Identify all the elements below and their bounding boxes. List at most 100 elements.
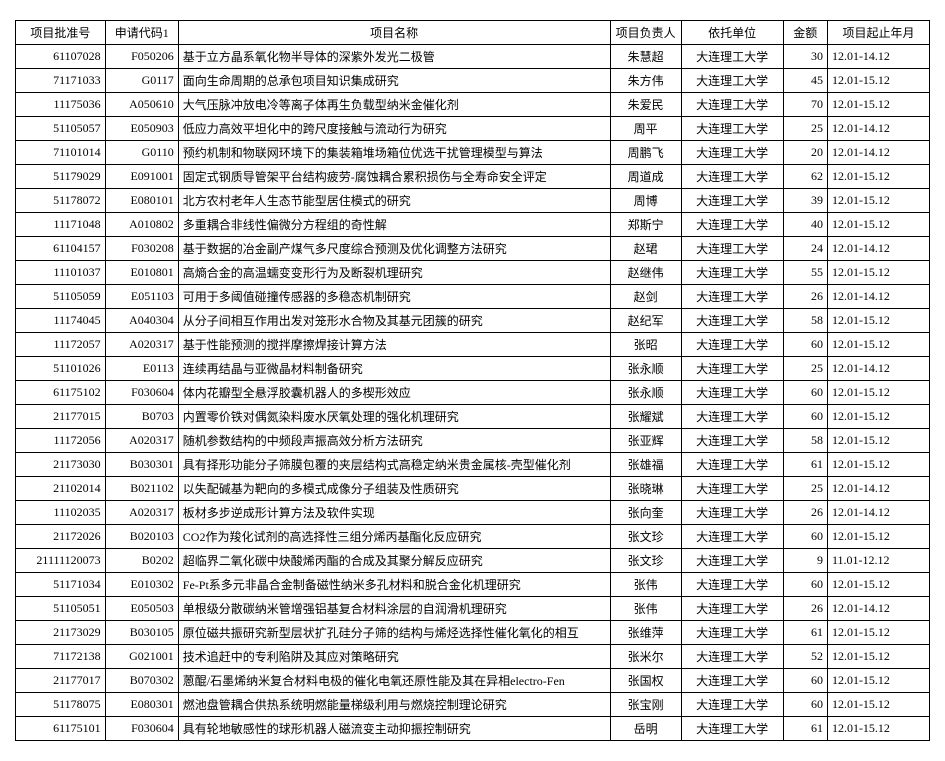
- table-cell: 12.01-14.12: [827, 45, 929, 69]
- table-cell: 大连理工大学: [681, 525, 783, 549]
- col-header-name: 项目名称: [178, 21, 610, 45]
- table-cell: A050610: [105, 93, 178, 117]
- col-header-code: 申请代码1: [105, 21, 178, 45]
- table-cell: 大连理工大学: [681, 405, 783, 429]
- table-cell: 张国权: [610, 669, 681, 693]
- table-cell: 51179029: [16, 165, 106, 189]
- table-cell: 12.01-15.12: [827, 69, 929, 93]
- table-cell: 张永顺: [610, 381, 681, 405]
- table-cell: 大连理工大学: [681, 621, 783, 645]
- table-cell: 70: [783, 93, 827, 117]
- table-cell: Fe-Pt系多元非晶合金制备磁性纳米多孔材料和脱合金化机理研究: [178, 573, 610, 597]
- table-cell: 12.01-15.12: [827, 189, 929, 213]
- table-cell: 25: [783, 117, 827, 141]
- table-cell: F030208: [105, 237, 178, 261]
- table-cell: 从分子间相互作用出发对笼形水合物及其基元团簇的研究: [178, 309, 610, 333]
- table-cell: E0113: [105, 357, 178, 381]
- table-cell: 固定式钢质导管架平台结构疲劳-腐蚀耦合累积损伤与全寿命安全评定: [178, 165, 610, 189]
- table-cell: G0117: [105, 69, 178, 93]
- table-cell: E010302: [105, 573, 178, 597]
- table-cell: 12.01-15.12: [827, 621, 929, 645]
- table-cell: A020317: [105, 429, 178, 453]
- table-cell: 11101037: [16, 261, 106, 285]
- table-cell: 55: [783, 261, 827, 285]
- table-cell: 60: [783, 525, 827, 549]
- table-cell: 郑斯宁: [610, 213, 681, 237]
- table-cell: 21102014: [16, 477, 106, 501]
- table-cell: 71101014: [16, 141, 106, 165]
- table-cell: 12.01-14.12: [827, 141, 929, 165]
- table-cell: 12.01-15.12: [827, 525, 929, 549]
- table-cell: 12.01-14.12: [827, 285, 929, 309]
- table-cell: 单根级分散碳纳米管增强铝基复合材料涂层的自润滑机理研究: [178, 597, 610, 621]
- table-row: 21111120073B0202超临界二氧化碳中炔酸烯丙酯的合成及其聚分解反应研…: [16, 549, 930, 573]
- table-cell: 52: [783, 645, 827, 669]
- table-row: 51171034E010302Fe-Pt系多元非晶合金制备磁性纳米多孔材料和脱合…: [16, 573, 930, 597]
- table-cell: 赵剑: [610, 285, 681, 309]
- table-cell: 61104157: [16, 237, 106, 261]
- table-cell: 60: [783, 405, 827, 429]
- table-cell: 张昭: [610, 333, 681, 357]
- table-cell: 21177015: [16, 405, 106, 429]
- table-cell: 大连理工大学: [681, 477, 783, 501]
- table-cell: 25: [783, 477, 827, 501]
- table-cell: E050503: [105, 597, 178, 621]
- table-cell: 板材多步逆成形计算方法及软件实现: [178, 501, 610, 525]
- table-cell: 60: [783, 693, 827, 717]
- table-cell: 张雄福: [610, 453, 681, 477]
- table-cell: 赵珺: [610, 237, 681, 261]
- table-cell: 12.01-15.12: [827, 165, 929, 189]
- table-cell: E091001: [105, 165, 178, 189]
- table-cell: 12.01-14.12: [827, 477, 929, 501]
- table-cell: 大气压脉冲放电冷等离子体再生负载型纳米金催化剂: [178, 93, 610, 117]
- table-cell: 12.01-14.12: [827, 237, 929, 261]
- table-cell: 大连理工大学: [681, 381, 783, 405]
- table-row: 21173029B030105原位磁共振研究新型层状扩孔硅分子筛的结构与烯烃选择…: [16, 621, 930, 645]
- table-cell: 45: [783, 69, 827, 93]
- table-cell: 大连理工大学: [681, 141, 783, 165]
- table-cell: F050206: [105, 45, 178, 69]
- table-cell: 张永顺: [610, 357, 681, 381]
- table-cell: 12.01-14.12: [827, 597, 929, 621]
- table-cell: 岳明: [610, 717, 681, 741]
- col-header-unit: 依托单位: [681, 21, 783, 45]
- table-cell: 25: [783, 357, 827, 381]
- table-row: 11175036A050610大气压脉冲放电冷等离子体再生负载型纳米金催化剂朱爱…: [16, 93, 930, 117]
- table-row: 61104157F030208基于数据的冶金副产煤气多尺度综合预测及优化调整方法…: [16, 237, 930, 261]
- table-row: 21172026B020103CO2作为羧化试剂的高选择性三组分烯丙基酯化反应研…: [16, 525, 930, 549]
- table-cell: 可用于多阈值碰撞传感器的多稳态机制研究: [178, 285, 610, 309]
- table-cell: 12.01-15.12: [827, 717, 929, 741]
- table-cell: 26: [783, 285, 827, 309]
- table-cell: 张向奎: [610, 501, 681, 525]
- table-cell: 61175101: [16, 717, 106, 741]
- table-cell: 技术追赶中的专利陷阱及其应对策略研究: [178, 645, 610, 669]
- table-row: 61175102F030604体内花瓣型全悬浮胶囊机器人的多楔形效应张永顺大连理…: [16, 381, 930, 405]
- table-cell: G021001: [105, 645, 178, 669]
- table-cell: 蒽醌/石墨烯纳米复合材料电极的催化电氧还原性能及其在异相electro-Fen: [178, 669, 610, 693]
- table-row: 11102035A020317板材多步逆成形计算方法及软件实现张向奎大连理工大学…: [16, 501, 930, 525]
- table-cell: B030105: [105, 621, 178, 645]
- table-cell: 12.01-15.12: [827, 405, 929, 429]
- table-cell: 基于数据的冶金副产煤气多尺度综合预测及优化调整方法研究: [178, 237, 610, 261]
- table-cell: 朱方伟: [610, 69, 681, 93]
- table-cell: 多重耦合非线性偏微分方程组的奇性解: [178, 213, 610, 237]
- table-cell: 具有择形功能分子筛膜包覆的夹层结构式高稳定纳米贵金属核-壳型催化剂: [178, 453, 610, 477]
- table-cell: 赵纪军: [610, 309, 681, 333]
- table-cell: 11172056: [16, 429, 106, 453]
- table-body: 61107028F050206基于立方晶系氧化物半导体的深紫外发光二极管朱慧超大…: [16, 45, 930, 741]
- table-cell: E010801: [105, 261, 178, 285]
- table-cell: 11102035: [16, 501, 106, 525]
- table-row: 11101037E010801高熵合金的高温蠕变变形行为及断裂机理研究赵继伟大连…: [16, 261, 930, 285]
- table-cell: 21111120073: [16, 549, 106, 573]
- table-cell: 内置零价铁对偶氮染料废水厌氧处理的强化机理研究: [178, 405, 610, 429]
- table-cell: 12.01-15.12: [827, 645, 929, 669]
- table-cell: 朱爱民: [610, 93, 681, 117]
- table-cell: B0202: [105, 549, 178, 573]
- table-cell: 张维萍: [610, 621, 681, 645]
- table-header-row: 项目批准号 申请代码1 项目名称 项目负责人 依托单位 金额 项目起止年月: [16, 21, 930, 45]
- table-cell: 12.01-14.12: [827, 501, 929, 525]
- table-cell: 原位磁共振研究新型层状扩孔硅分子筛的结构与烯烃选择性催化氧化的相互: [178, 621, 610, 645]
- table-cell: 张伟: [610, 573, 681, 597]
- table-cell: 51105057: [16, 117, 106, 141]
- table-cell: 61: [783, 717, 827, 741]
